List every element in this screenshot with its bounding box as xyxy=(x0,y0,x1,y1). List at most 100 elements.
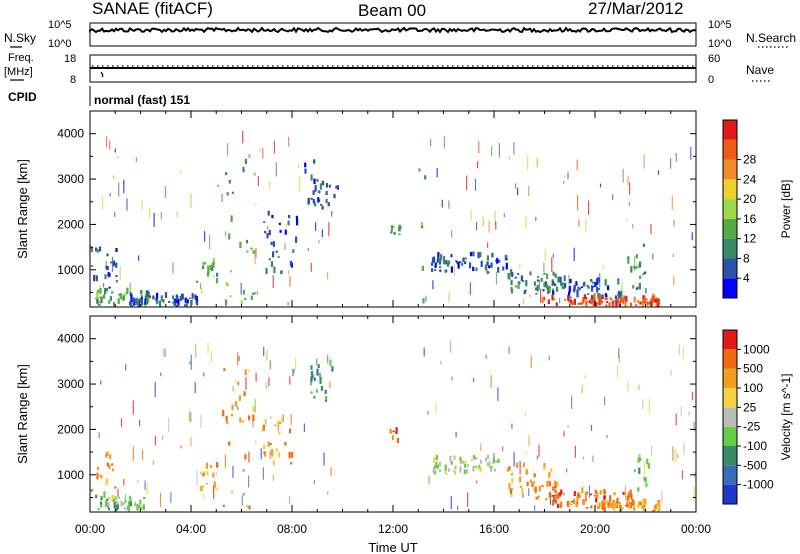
scatter-speckle xyxy=(248,475,250,488)
scatter-speckle xyxy=(263,346,265,357)
scatter-cell xyxy=(588,300,591,303)
scatter-cell xyxy=(138,298,141,303)
scatter-cell xyxy=(563,299,567,301)
scatter-cell xyxy=(421,265,424,271)
scatter-cell xyxy=(519,485,523,488)
scatter-speckle xyxy=(260,448,262,460)
scatter-cell xyxy=(213,481,216,488)
scatter-cell xyxy=(132,297,135,304)
scatter-cell xyxy=(321,180,324,186)
scatter-cell xyxy=(106,451,109,457)
scatter-cell xyxy=(434,269,437,271)
scatter-cell xyxy=(595,503,598,506)
scatter-cell xyxy=(226,421,229,424)
scatter-cell xyxy=(469,252,473,257)
scatter-speckle xyxy=(125,364,127,371)
scatter-cell xyxy=(644,271,647,274)
freq-unit-label: [MHz] xyxy=(4,66,33,78)
scatter-cell xyxy=(504,254,507,261)
scatter-speckle xyxy=(255,203,257,207)
scatter-cell xyxy=(657,506,660,512)
scatter-cell xyxy=(551,495,554,497)
scatter-cell xyxy=(228,179,231,184)
scatter-cell xyxy=(522,462,526,468)
scatter-cell xyxy=(605,499,608,505)
scatter-cell xyxy=(611,301,614,304)
scatter-speckle xyxy=(114,212,116,217)
scatter-speckle xyxy=(629,182,631,195)
scatter-speckle xyxy=(538,444,540,457)
scatter-cell xyxy=(548,480,551,487)
scatter-cell xyxy=(450,253,453,258)
scatter-speckle xyxy=(316,358,318,365)
cpid-label: CPID xyxy=(8,90,37,104)
scatter-cell xyxy=(486,255,489,261)
scatter-cell xyxy=(474,465,477,468)
scatter-cell xyxy=(536,279,539,282)
scatter-speckle xyxy=(524,412,527,417)
scatter-cell xyxy=(278,431,281,435)
scatter-speckle xyxy=(328,222,330,237)
x-tick-label: 12:00 xyxy=(378,522,408,536)
scatter-cell xyxy=(433,457,436,463)
scatter-speckle xyxy=(268,181,271,189)
colorbar-segment xyxy=(723,446,737,466)
scatter-cell xyxy=(601,294,604,300)
scatter-cell xyxy=(201,262,205,266)
scatter-speckle xyxy=(528,488,530,496)
scatter-cell xyxy=(655,299,658,302)
scatter-cell xyxy=(418,168,421,172)
scatter-cell xyxy=(604,293,607,297)
scatter-speckle xyxy=(255,372,257,382)
scatter-cell xyxy=(108,300,111,304)
scatter-speckle xyxy=(262,467,264,480)
scatter-cell xyxy=(517,273,520,276)
scatter-cell xyxy=(146,290,149,297)
scatter-speckle xyxy=(680,406,682,417)
y-tick-label: 1000 xyxy=(57,468,84,482)
colorbar-tick-label: 20 xyxy=(743,192,757,206)
scatter-cell xyxy=(211,267,214,271)
scatter-cell xyxy=(444,464,447,471)
scatter-speckle xyxy=(248,451,250,463)
scatter-speckle xyxy=(523,298,525,305)
colorbar-tick-label: 24 xyxy=(743,172,757,186)
scatter-cell xyxy=(230,413,233,417)
scatter-speckle xyxy=(491,145,493,156)
y-tick-label: 2000 xyxy=(57,422,84,436)
scatter-cell xyxy=(525,468,528,475)
scatter-cell xyxy=(655,503,658,510)
scatter-cell xyxy=(130,293,133,300)
scatter-cell xyxy=(608,302,611,307)
scatter-cell xyxy=(130,304,134,307)
scatter-speckle xyxy=(141,200,143,210)
scatter-speckle xyxy=(482,216,484,219)
scatter-cell xyxy=(515,462,519,468)
scatter-speckle xyxy=(160,372,162,376)
scatter-speckle xyxy=(549,491,551,505)
scatter-speckle xyxy=(321,229,323,237)
scatter-cell xyxy=(431,257,435,263)
scatter-cell xyxy=(523,290,526,295)
colorbar-segment xyxy=(723,120,737,140)
x-tick-label: 20:00 xyxy=(580,522,610,536)
scatter-cell xyxy=(444,468,447,474)
x-tick-label: 16:00 xyxy=(479,522,509,536)
scatter-speckle xyxy=(474,179,477,191)
scatter-cell xyxy=(579,302,582,305)
scatter-speckle xyxy=(237,406,239,411)
scatter-cell xyxy=(607,285,610,291)
scatter-cell xyxy=(596,506,599,510)
scatter-speckle xyxy=(638,384,640,390)
scatter-speckle xyxy=(519,263,521,270)
scatter-cell xyxy=(641,504,644,509)
scatter-cell xyxy=(535,292,538,295)
scatter-cell xyxy=(99,288,102,294)
scatter-cell xyxy=(229,295,232,298)
scatter-cell xyxy=(310,375,313,380)
colorbar-tick-label: 4 xyxy=(743,271,750,285)
scatter-cell xyxy=(591,299,594,304)
scatter-speckle xyxy=(152,460,154,466)
scatter-speckle xyxy=(574,445,576,458)
scatter-cell xyxy=(603,495,606,500)
